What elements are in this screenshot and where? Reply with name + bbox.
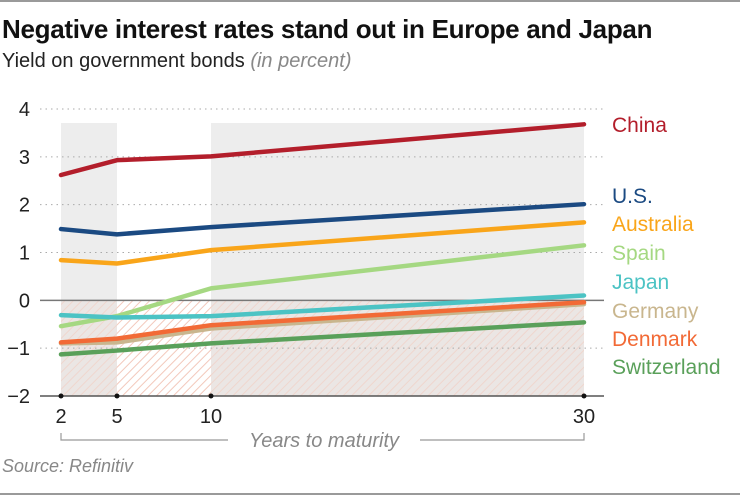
x-tick-dot [58, 393, 64, 399]
x-tick-label: 30 [573, 406, 595, 428]
legend-label: Japan [612, 271, 669, 294]
x-tick-dot [208, 393, 214, 399]
series-line-australia [58, 220, 587, 266]
subtitle-text: Yield on government bonds [2, 50, 245, 72]
legend-label: U.S. [612, 185, 653, 208]
series-line-spain [58, 243, 587, 329]
series-line-japan [58, 293, 587, 320]
y-tick-label: 1 [19, 243, 30, 265]
series-line-us [58, 201, 587, 237]
band-positive [61, 123, 117, 301]
y-tick-label: 0 [19, 290, 30, 312]
y-tick-label: −2 [7, 386, 30, 408]
x-tick-label: 2 [55, 406, 66, 428]
top-border [0, 0, 740, 2]
legend-label: Spain [612, 242, 666, 265]
source-note: Source: Refinitiv [2, 456, 134, 476]
chart-subtitle: Yield on government bonds (in percent) [2, 50, 351, 73]
x-tick-label: 10 [200, 406, 222, 428]
series-line-denmark [58, 299, 587, 345]
series-line-china [58, 122, 587, 178]
x-bracket-left [60, 433, 228, 441]
legend-label: Australia [612, 213, 694, 236]
x-bracket-right [420, 433, 585, 441]
legend-label: China [612, 114, 667, 137]
series-lines [58, 122, 587, 357]
bottom-border [0, 493, 740, 495]
x-tick-label: 5 [111, 406, 122, 428]
y-axis-ticks: 4 3 2 1 0 −1 −2 [7, 99, 30, 408]
y-tick-label: 4 [19, 99, 30, 121]
series-line-germany [58, 301, 587, 346]
x-axis-label: Years to maturity [249, 430, 400, 452]
legend: China U.S. Australia Spain Japan Germany Denma… [612, 114, 721, 379]
legend-label: Denmark [612, 328, 698, 351]
subtitle-unit: (in percent) [250, 50, 352, 72]
y-tick-label: −1 [7, 338, 30, 360]
x-axis: 2 5 10 30 Years to maturity [40, 393, 604, 452]
y-tick-label: 2 [19, 195, 30, 217]
legend-label: Switzerland [612, 356, 721, 379]
chart-title: Negative interest rates stand out in Eur… [2, 14, 653, 44]
x-tick-dot [581, 393, 587, 399]
series-line-switzerland [58, 320, 587, 357]
y-tick-label: 3 [19, 147, 30, 169]
legend-label: Germany [612, 300, 699, 323]
x-tick-dot [114, 393, 120, 399]
